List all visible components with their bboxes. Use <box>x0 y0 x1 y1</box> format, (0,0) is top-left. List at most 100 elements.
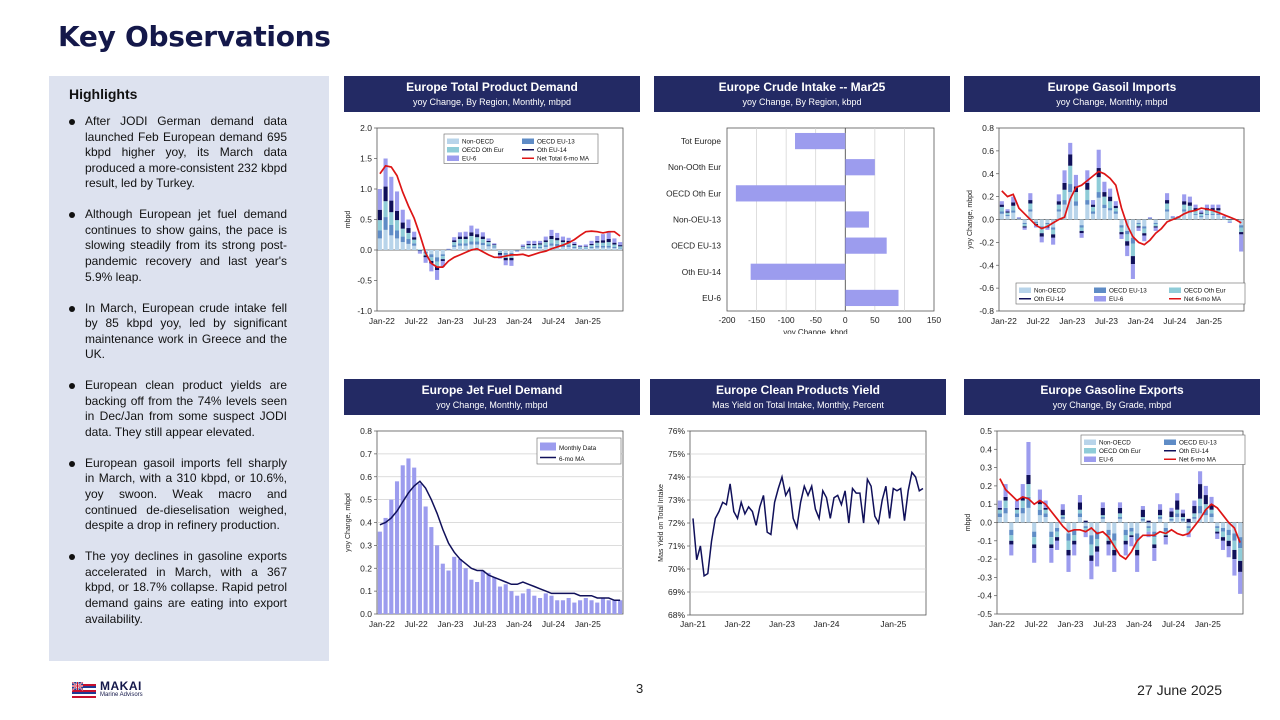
highlights-heading: Highlights <box>69 86 138 102</box>
x-tick-label: Jan-23 <box>769 619 795 629</box>
x-tick-label: Jul-23 <box>473 316 496 326</box>
bar-segment <box>1022 222 1027 225</box>
bar-segment <box>1146 531 1151 538</box>
bar-segment <box>1187 196 1192 203</box>
bar-segment <box>997 513 1002 518</box>
bar-segment <box>1032 548 1037 563</box>
bar-segment <box>532 240 537 244</box>
bar-segment <box>475 228 480 235</box>
bar-segment <box>1117 502 1123 508</box>
bar-segment <box>1182 201 1187 205</box>
bar-segment <box>1037 509 1042 516</box>
bar-segment <box>600 240 606 243</box>
bar-segment <box>999 201 1004 205</box>
bar-segment <box>1186 526 1191 528</box>
bar-segment <box>1026 484 1031 497</box>
bar-segment <box>1072 529 1077 536</box>
bar-segment <box>999 204 1004 207</box>
bar-segment <box>1187 205 1192 211</box>
bar-segment <box>566 237 571 241</box>
bar-segment <box>509 250 514 254</box>
bar-segment <box>1175 500 1180 510</box>
y-tick-label: 0.4 <box>980 444 992 454</box>
legend-swatch <box>1084 448 1096 454</box>
bar-segment <box>1089 535 1094 545</box>
bar-segment <box>1055 537 1060 541</box>
bar <box>440 563 445 614</box>
bar-segment <box>1045 227 1050 230</box>
bar-segment <box>555 237 560 241</box>
bar-segment <box>1079 219 1084 226</box>
chart-header: Europe Total Product Demand yoy Change, … <box>344 76 640 112</box>
bar-segment <box>1210 208 1215 211</box>
bar-segment <box>412 231 417 238</box>
legend-label: Net 6-mo MA <box>1184 296 1222 303</box>
bar-segment <box>1239 234 1244 252</box>
bar-segment <box>566 246 571 250</box>
bar-segment <box>1232 540 1237 550</box>
legend-label: OECD Oth Eur <box>462 147 504 154</box>
chart-panel-gasoil: Europe Gasoil Imports yoy Change, Monthl… <box>964 76 1260 334</box>
bar-segment <box>1170 216 1175 218</box>
highlight-item: In March, European crude intake fell by … <box>69 301 287 363</box>
bar-segment <box>1203 495 1208 505</box>
bar <box>606 600 611 614</box>
bar-segment <box>578 245 583 247</box>
y-tick-label: 0.5 <box>360 215 372 225</box>
bar-segment <box>1175 493 1180 501</box>
bar-segment <box>1083 522 1088 527</box>
bar-segment <box>1198 506 1203 514</box>
bar-segment <box>1089 560 1094 580</box>
bar-segment <box>578 246 583 247</box>
bar-segment <box>1062 170 1067 183</box>
bar-segment <box>1165 200 1170 204</box>
logo-name: MAKAI <box>100 679 142 693</box>
legend-swatch <box>1169 287 1181 293</box>
bar-segment <box>1083 526 1088 528</box>
legend-swatch <box>447 138 459 144</box>
bar-segment <box>1037 489 1042 501</box>
bar-segment <box>1005 216 1010 220</box>
bar-segment <box>1106 522 1111 530</box>
bar-segment <box>1009 529 1014 536</box>
bar-segment <box>1199 213 1204 217</box>
x-tick-label: Jul-23 <box>1095 316 1118 326</box>
bar-segment <box>383 158 388 187</box>
bar-segment <box>1176 218 1181 220</box>
chart-title: Europe Total Product Demand <box>406 80 578 94</box>
bar-segment <box>1136 222 1141 225</box>
bar-segment <box>497 253 503 255</box>
bar-segment <box>400 242 405 250</box>
bar-segment <box>1039 228 1044 234</box>
bar-segment <box>1227 221 1232 223</box>
bar-segment <box>417 250 422 251</box>
bar-segment <box>1238 571 1243 594</box>
y-tick-label: 0.5 <box>360 495 372 505</box>
y-tick-label: 69% <box>668 587 685 597</box>
x-tick-label: Jan-21 <box>680 619 706 629</box>
bar-segment <box>1182 204 1187 210</box>
bar-segment <box>1220 522 1226 528</box>
bar-segment <box>480 245 485 250</box>
bar-segment <box>1073 174 1078 187</box>
bar-segment <box>595 242 600 246</box>
y-tick-label: 0.8 <box>360 426 372 436</box>
moving-average-line <box>379 480 621 602</box>
bar-segment <box>1239 232 1244 235</box>
bar-segment <box>1028 209 1033 212</box>
bar-segment <box>555 240 560 244</box>
bar-segment <box>595 235 600 241</box>
bar-segment <box>1051 234 1056 238</box>
bar-segment <box>1152 522 1157 532</box>
bar-segment <box>526 243 531 246</box>
bar-segment <box>560 236 565 241</box>
bar-segment <box>1140 506 1145 510</box>
bar-segment <box>1157 515 1163 518</box>
bar-segment <box>417 250 422 252</box>
bar-segment <box>1238 560 1243 572</box>
bar-segment <box>1153 227 1158 231</box>
bar-segment <box>1169 507 1174 512</box>
bar-segment <box>1222 217 1227 219</box>
bar-segment <box>1056 211 1061 220</box>
chart-title: Europe Clean Products Yield <box>715 383 881 397</box>
